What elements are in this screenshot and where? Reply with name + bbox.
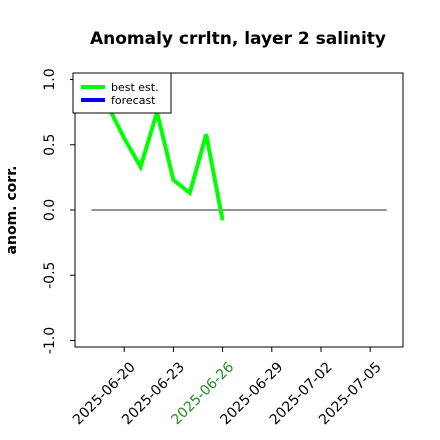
y-tick-label-1: 0.5 (42, 134, 58, 156)
y-tick-label-4: -1.0 (42, 327, 58, 354)
legend: best est.forecast (72, 72, 172, 114)
y-tick-label-0: 1.0 (42, 68, 58, 90)
series-line-0 (106, 104, 225, 221)
y-tick-label-3: -0.5 (42, 262, 58, 289)
y-axis-label: anom. corr. (4, 166, 20, 255)
axes: 1.00.50.0-0.5-1.02025-06-202025-06-23202… (42, 68, 385, 428)
legend-label-1: forecast (111, 94, 156, 107)
legend-label-0: best est. (111, 81, 159, 94)
legend-box (72, 72, 172, 114)
plot-area (91, 104, 387, 221)
y-tick-label-2: 0.0 (42, 199, 58, 221)
chart-title: Anomaly crrltn, layer 2 salinity (90, 29, 386, 49)
